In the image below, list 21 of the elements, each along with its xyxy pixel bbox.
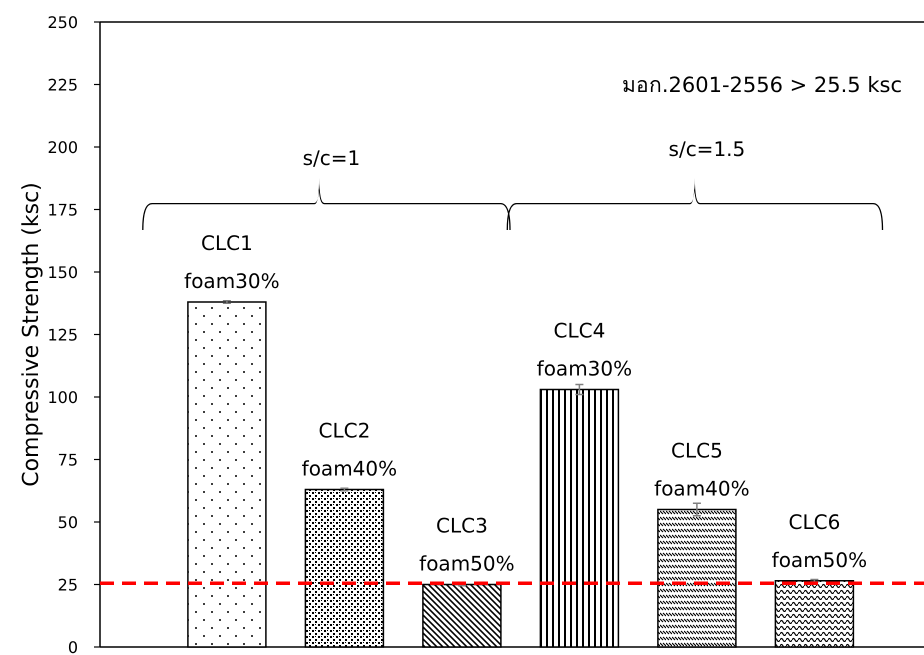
x-tick-label: CLC6 foam50% [772,510,868,572]
y-tick-label: 25 [58,576,78,594]
y-tick-label: 0 [68,638,78,655]
x-tick-label: CLC1 foam30% [184,231,280,293]
annotation: มอก.2601-2556 > 25.5 ksc [622,73,902,97]
y-tick-label: 225 [47,76,78,94]
y-tick-label: 250 [47,13,78,32]
y-tick-label: 175 [47,200,78,220]
annotation: s/c=1.5 [668,137,746,161]
x-tick-label: CLC2 foam40% [302,418,398,480]
y-axis-title: Compressive Strength (ksc) [19,182,44,487]
x-tick-label: CLC5 foam40% [654,438,750,500]
y-tick-label: 75 [58,450,78,470]
y-tick-label: 100 [47,388,78,407]
x-tick-label: CLC4 foam30% [536,318,632,380]
x-tick-label: CLC3 foam50% [419,514,515,576]
y-tick-label: 125 [47,326,78,344]
y-tick-label: 50 [58,513,78,532]
y-tick-label: 150 [47,263,78,282]
annotation: s/c=1 [302,146,360,170]
y-tick-label: 200 [47,138,78,157]
